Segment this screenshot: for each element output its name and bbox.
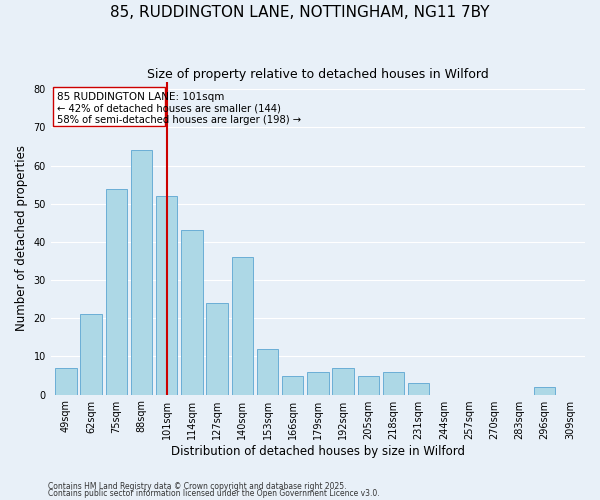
Text: 85 RUDDINGTON LANE: 101sqm: 85 RUDDINGTON LANE: 101sqm xyxy=(57,92,224,102)
Text: 85, RUDDINGTON LANE, NOTTINGHAM, NG11 7BY: 85, RUDDINGTON LANE, NOTTINGHAM, NG11 7B… xyxy=(110,5,490,20)
Bar xyxy=(232,257,253,394)
Bar xyxy=(332,368,354,394)
Y-axis label: Number of detached properties: Number of detached properties xyxy=(15,145,28,331)
Bar xyxy=(307,372,329,394)
Bar xyxy=(534,387,556,394)
Text: Contains public sector information licensed under the Open Government Licence v3: Contains public sector information licen… xyxy=(48,489,380,498)
Bar xyxy=(383,372,404,394)
Bar xyxy=(131,150,152,394)
Title: Size of property relative to detached houses in Wilford: Size of property relative to detached ho… xyxy=(147,68,489,80)
Text: 58% of semi-detached houses are larger (198) →: 58% of semi-detached houses are larger (… xyxy=(57,115,301,125)
X-axis label: Distribution of detached houses by size in Wilford: Distribution of detached houses by size … xyxy=(171,444,465,458)
Bar xyxy=(282,376,304,394)
Text: Contains HM Land Registry data © Crown copyright and database right 2025.: Contains HM Land Registry data © Crown c… xyxy=(48,482,347,491)
Bar xyxy=(206,303,228,394)
Bar xyxy=(257,349,278,395)
Bar xyxy=(181,230,203,394)
Bar xyxy=(408,383,430,394)
Bar xyxy=(358,376,379,394)
Bar xyxy=(156,196,178,394)
Bar xyxy=(55,368,77,394)
Bar xyxy=(80,314,102,394)
Bar xyxy=(106,188,127,394)
Bar xyxy=(53,88,166,126)
Text: ← 42% of detached houses are smaller (144): ← 42% of detached houses are smaller (14… xyxy=(57,104,281,114)
